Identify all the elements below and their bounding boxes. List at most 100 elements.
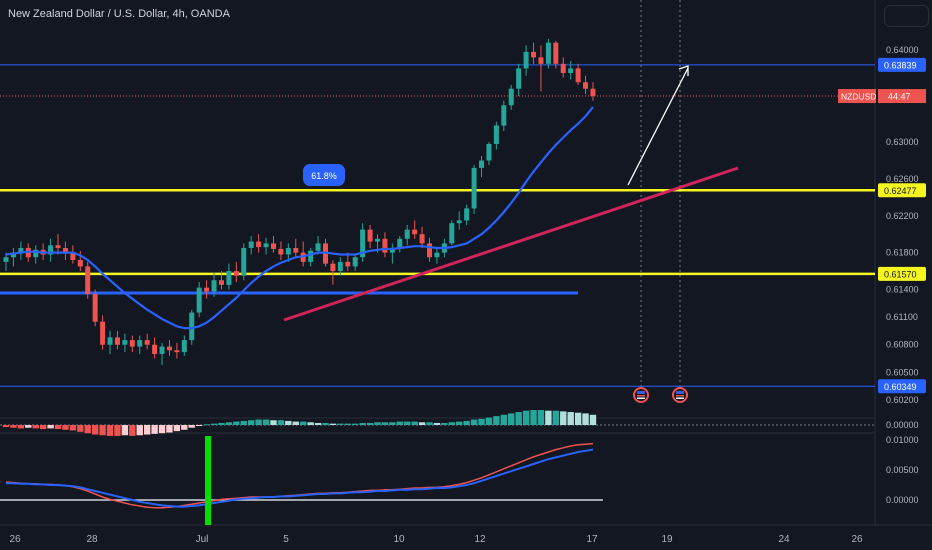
candle-body[interactable] [211, 280, 217, 292]
candle-body[interactable] [233, 271, 239, 276]
candle-body[interactable] [92, 294, 98, 322]
candle-body[interactable] [471, 167, 477, 209]
candle-body[interactable] [590, 88, 596, 97]
candle-body[interactable] [308, 250, 314, 262]
histogram-bar [255, 419, 262, 425]
candle-body[interactable] [278, 248, 284, 255]
candle-body[interactable] [575, 68, 581, 83]
candle-body[interactable] [553, 42, 559, 64]
candle-body[interactable] [516, 68, 522, 89]
candle-body[interactable] [560, 63, 566, 74]
histogram-bar [218, 422, 225, 425]
candle-body[interactable] [189, 312, 195, 341]
candle-body[interactable] [70, 252, 76, 260]
countdown-label: 44:47 [888, 92, 911, 102]
fib-level-label: 61.8% [311, 171, 337, 181]
trendline[interactable] [283, 166, 739, 322]
candle-body[interactable] [62, 248, 68, 253]
candle-body[interactable] [270, 243, 276, 249]
candle-body[interactable] [568, 68, 574, 74]
candle-body[interactable] [360, 229, 366, 258]
histogram-bar [166, 425, 173, 433]
candle-body[interactable] [137, 340, 143, 347]
candle-body[interactable] [479, 160, 485, 168]
candle-body[interactable] [456, 220, 462, 224]
candle-body[interactable] [204, 287, 210, 292]
candle-body[interactable] [248, 241, 254, 249]
candle-body[interactable] [293, 248, 299, 253]
candle-body[interactable] [77, 260, 83, 267]
candle-body[interactable] [315, 243, 321, 251]
candle-body[interactable] [412, 229, 418, 235]
candle-body[interactable] [159, 346, 165, 354]
candle-body[interactable] [501, 105, 507, 126]
price-level-tag[interactable] [878, 183, 926, 198]
histogram-bar [366, 422, 374, 425]
candle-body[interactable] [122, 340, 128, 345]
candle-body[interactable] [419, 234, 425, 244]
price-level-tag[interactable] [878, 379, 926, 394]
histogram-bar [54, 425, 62, 430]
price-level-tag[interactable] [878, 57, 926, 72]
candle-body[interactable] [174, 350, 180, 353]
candle-body[interactable] [18, 248, 24, 253]
candle-body[interactable] [352, 257, 358, 267]
moving-average-line[interactable] [5, 106, 594, 330]
oscillator-signal-line[interactable] [5, 442, 594, 509]
candle-body[interactable] [241, 248, 247, 276]
flag-stripe [637, 395, 645, 397]
candle-body[interactable] [144, 340, 150, 345]
candle-body[interactable] [434, 252, 440, 258]
candle-body[interactable] [508, 88, 514, 106]
candle-body[interactable] [382, 238, 388, 253]
candle-body[interactable] [48, 245, 54, 255]
candle-body[interactable] [129, 340, 135, 347]
candle-body[interactable] [583, 82, 589, 89]
histogram-bar [426, 422, 433, 425]
candle-body[interactable] [397, 238, 403, 249]
candle-body[interactable] [330, 263, 336, 272]
candle-body[interactable] [218, 280, 224, 285]
candle-body[interactable] [523, 51, 529, 69]
candle-body[interactable] [545, 42, 551, 64]
candle-body[interactable] [181, 340, 187, 353]
candle-body[interactable] [449, 223, 455, 244]
candle-body[interactable] [10, 252, 16, 258]
candle-body[interactable] [85, 266, 91, 295]
candle-body[interactable] [486, 143, 492, 161]
candle-body[interactable] [3, 257, 9, 262]
candle-body[interactable] [226, 271, 232, 285]
candle-body[interactable] [493, 125, 499, 144]
candle-body[interactable] [107, 337, 113, 345]
histogram-bar [329, 423, 337, 425]
candle-body[interactable] [427, 243, 433, 258]
candle-body[interactable] [263, 243, 269, 248]
candle-body[interactable] [256, 241, 262, 248]
candle-body[interactable] [152, 344, 158, 354]
candle-body[interactable] [55, 245, 61, 249]
candle-body[interactable] [345, 261, 351, 267]
candle-body[interactable] [196, 287, 202, 313]
candle-body[interactable] [166, 346, 172, 351]
fib-level-badge[interactable] [303, 164, 345, 186]
candle-body[interactable] [33, 249, 39, 258]
candle-body[interactable] [538, 57, 544, 64]
candle-body[interactable] [100, 321, 106, 345]
candle-body[interactable] [531, 51, 537, 58]
candle-body[interactable] [389, 248, 395, 253]
candle-body[interactable] [285, 248, 291, 255]
histogram-bar [143, 425, 151, 435]
price-level-tag[interactable] [878, 266, 926, 281]
symbol-tag[interactable] [838, 89, 876, 104]
histogram-bar [151, 425, 158, 434]
candle-body[interactable] [404, 229, 410, 239]
toolbar-button[interactable] [884, 5, 929, 27]
candle-body[interactable] [337, 261, 343, 272]
candle-body[interactable] [114, 337, 120, 345]
candle-body[interactable] [367, 229, 373, 242]
arrow-up-right-icon[interactable] [627, 67, 689, 186]
candle-body[interactable] [375, 238, 380, 242]
candle-body[interactable] [464, 208, 470, 221]
oscillator-main-line[interactable] [6, 448, 594, 508]
